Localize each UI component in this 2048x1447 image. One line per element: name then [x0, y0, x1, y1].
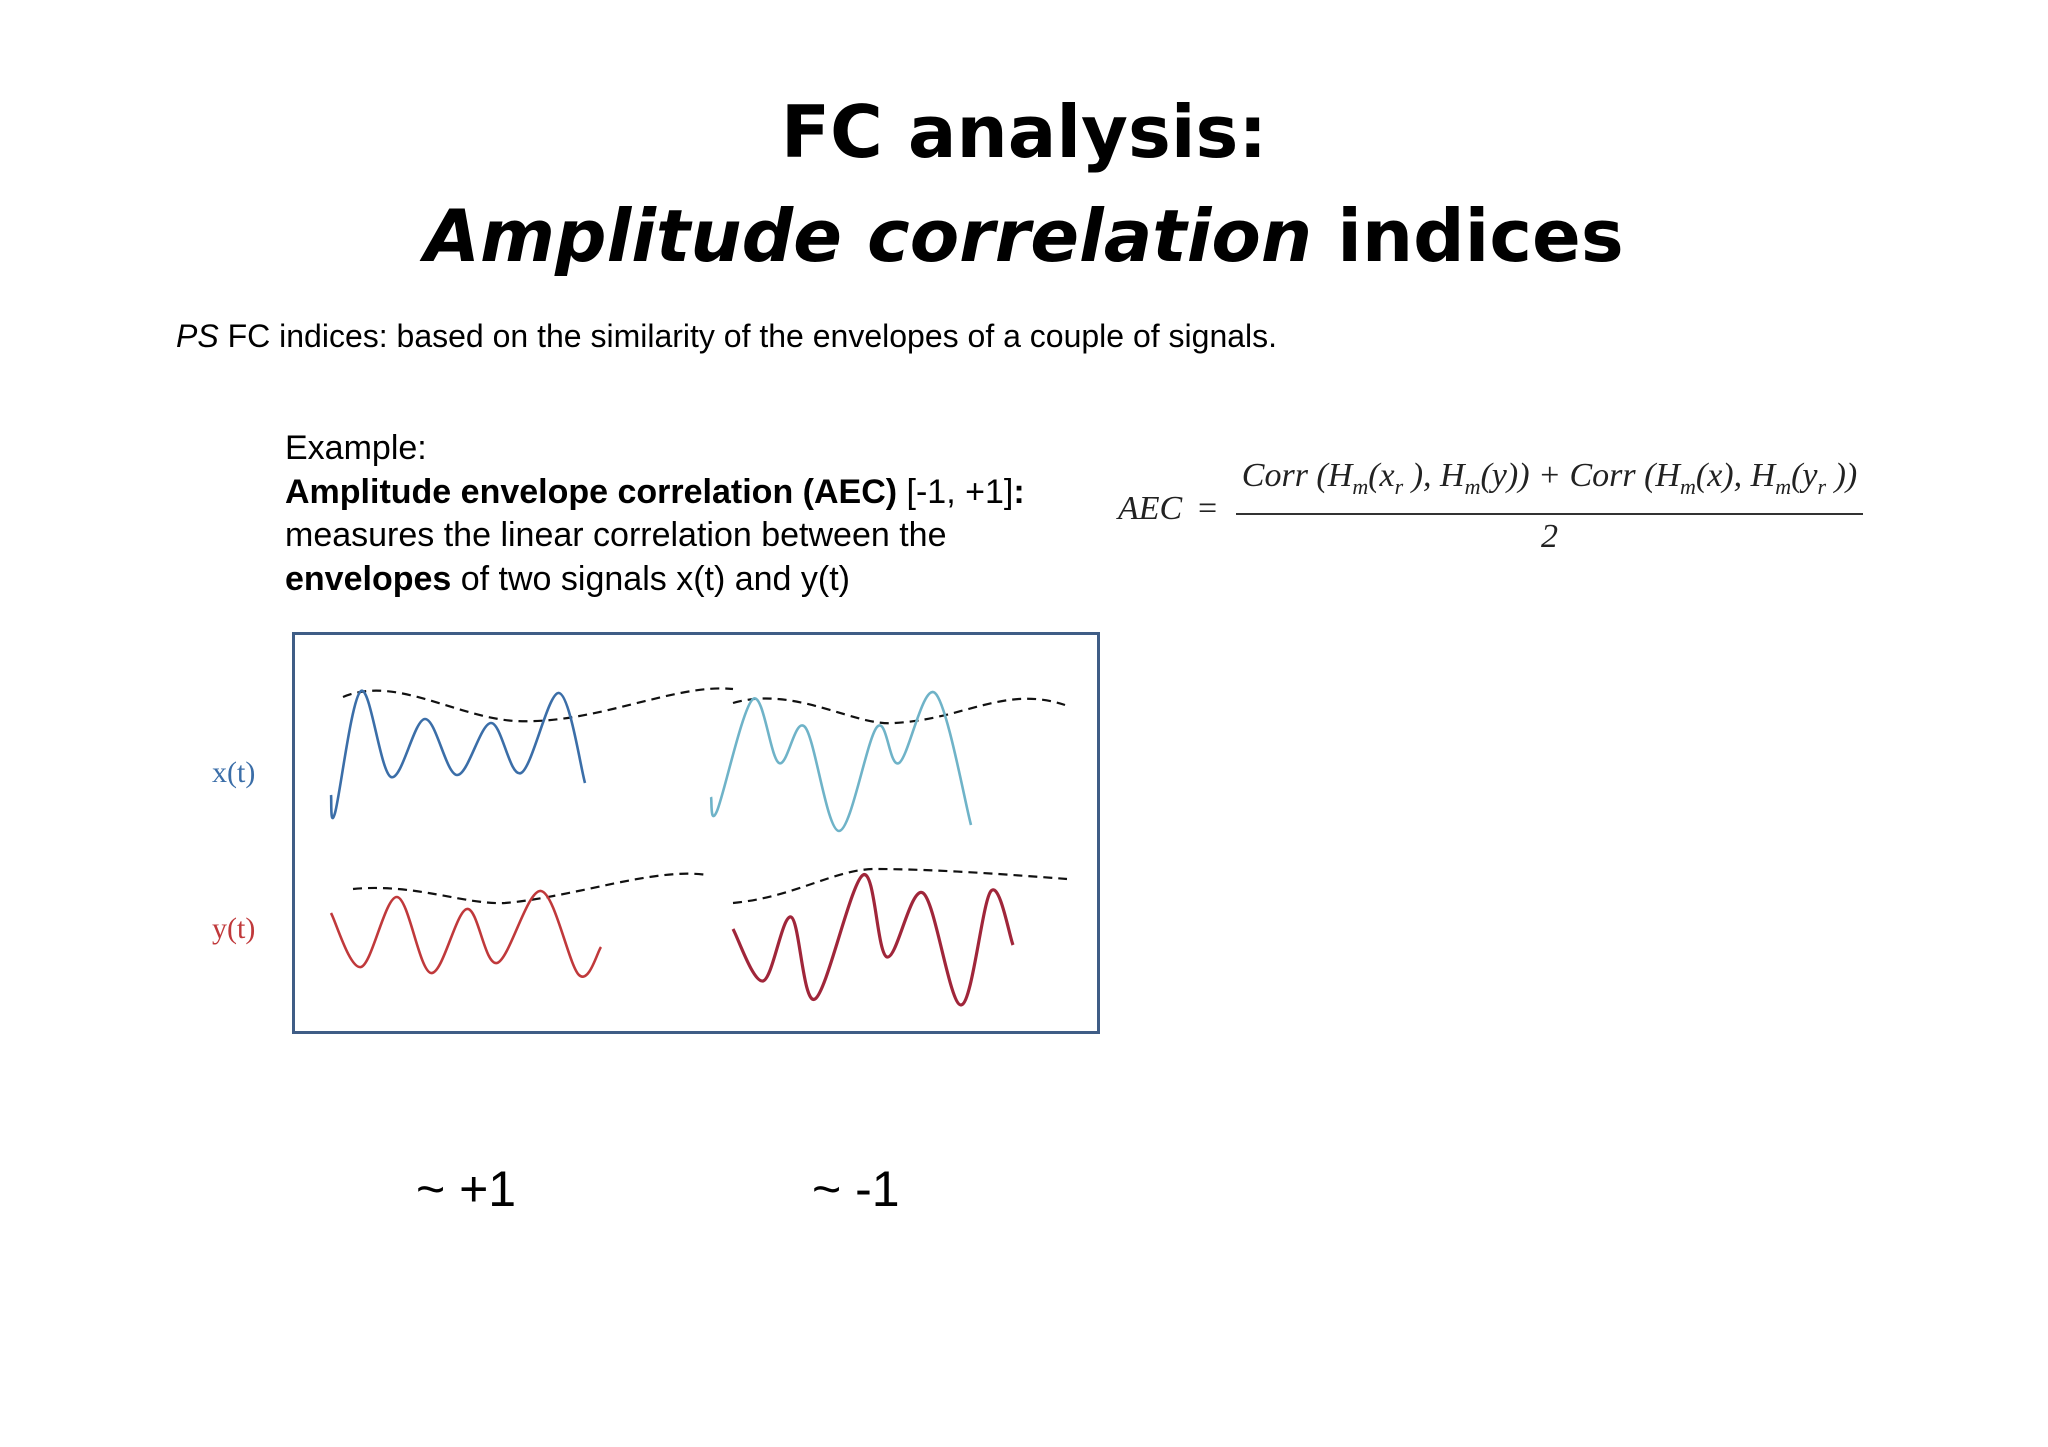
- title-italic: Amplitude correlation: [424, 194, 1313, 278]
- title-line-2: Amplitude correlation indices: [0, 190, 2048, 282]
- y-signal-left-wave: [329, 889, 603, 978]
- formula-equals: =: [1198, 490, 1218, 527]
- y-envelope-left: [352, 872, 708, 905]
- example-block: Example: Amplitude envelope correlation …: [285, 427, 1085, 601]
- example-line-4: envelopes of two signals x(t) and y(t): [285, 558, 1085, 602]
- x-envelope-right: [732, 697, 1066, 725]
- example-heading: Example:: [285, 429, 427, 467]
- fraction-bar: [1236, 512, 1863, 515]
- x-signal-left-wave: [329, 689, 587, 820]
- aec-name: Amplitude envelope correlation (AEC): [285, 472, 898, 511]
- signals-figure: [329, 687, 1068, 1007]
- aec-range: [-1, +1]: [897, 472, 1014, 511]
- y-envelope-right: [732, 867, 1068, 905]
- result-positive: ~ +1: [416, 1161, 517, 1217]
- result-negative: ~ -1: [812, 1161, 900, 1217]
- x-envelope-left: [342, 687, 734, 723]
- y-signal-right-wave: [731, 873, 1015, 1007]
- example-line-3: measures the linear correlation between …: [285, 516, 947, 554]
- intro-italic: PS: [176, 318, 219, 354]
- aec-colon: :: [1013, 472, 1025, 511]
- x-signal-right-wave: [709, 690, 973, 833]
- example-line-4-rest: of two signals x(t) and y(t): [451, 559, 850, 598]
- envelopes-word: envelopes: [285, 559, 452, 598]
- x-signal-label: x(t): [212, 756, 256, 789]
- intro-rest: FC indices: based on the similarity of t…: [218, 318, 1278, 354]
- aec-formula: AEC = Corr (Hm(xr ), Hm(y)) + Corr (Hm(x…: [1118, 456, 1898, 566]
- signals-panel: [292, 632, 1100, 1034]
- example-definition: Amplitude envelope correlation (AEC) [-1…: [285, 471, 1085, 515]
- formula-fraction: Corr (Hm(xr ), Hm(y)) + Corr (Hm(x), Hm(…: [1236, 456, 1863, 559]
- y-signal-label: y(t): [212, 912, 256, 945]
- formula-numerator: Corr (Hm(xr ), Hm(y)) + Corr (Hm(x), Hm(…: [1241, 457, 1858, 499]
- formula-denominator: 2: [1541, 517, 1558, 555]
- intro-text: PS FC indices: based on the similarity o…: [176, 316, 1277, 356]
- title-line-1: FC analysis:: [780, 90, 1268, 174]
- title-rest: indices: [1312, 194, 1624, 278]
- formula-lhs: AEC: [1118, 490, 1183, 527]
